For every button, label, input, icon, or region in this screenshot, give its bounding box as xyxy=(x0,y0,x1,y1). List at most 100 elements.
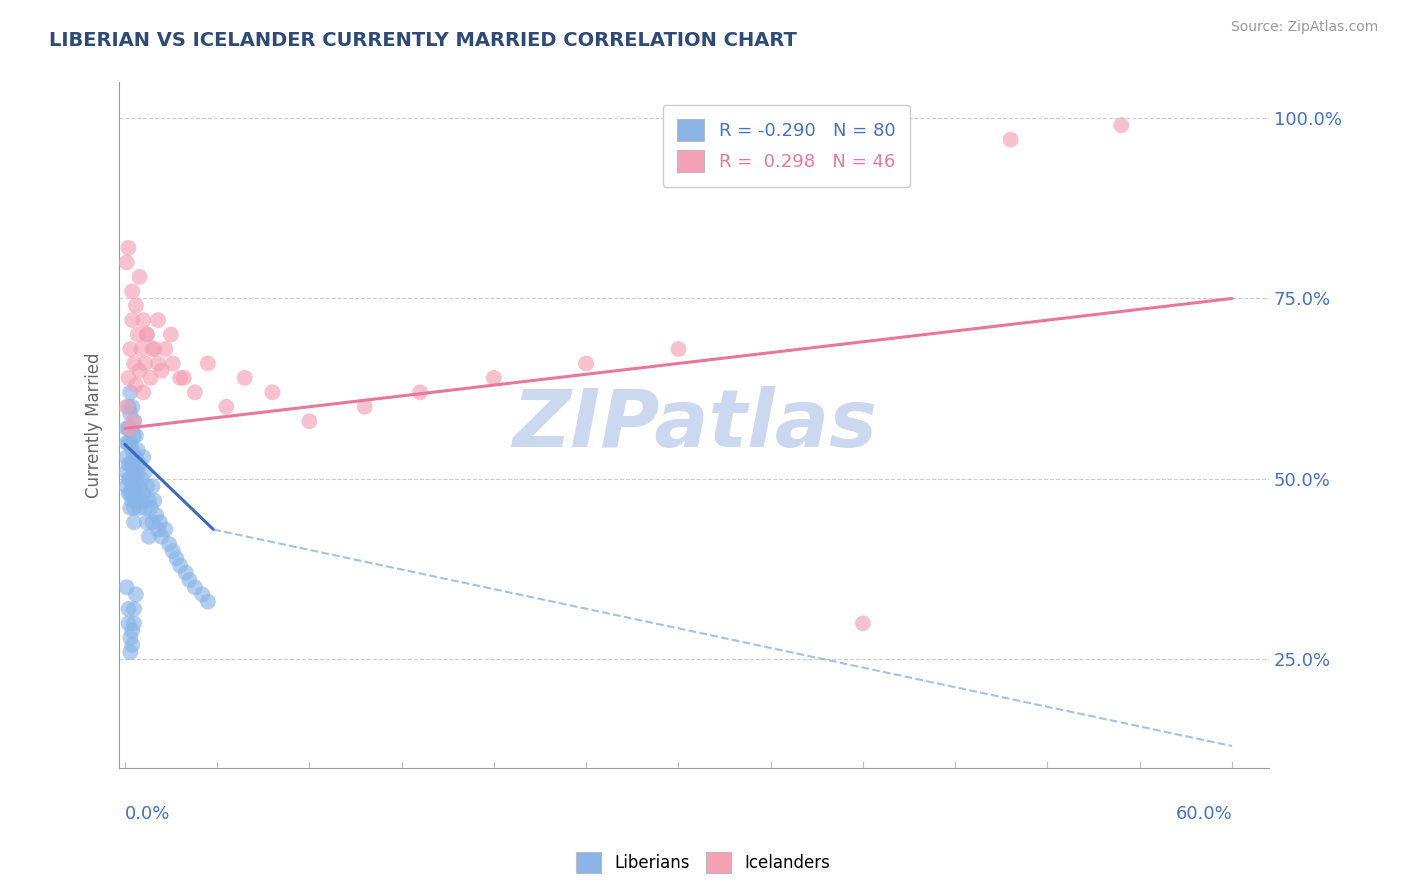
Point xyxy=(160,327,183,342)
Point xyxy=(143,493,166,508)
Point xyxy=(668,342,690,356)
Point xyxy=(121,624,143,638)
Point xyxy=(122,450,145,465)
Point xyxy=(127,465,149,479)
Point xyxy=(136,327,159,342)
Point xyxy=(409,385,432,400)
Point xyxy=(134,500,156,515)
Point xyxy=(136,327,159,342)
Point xyxy=(173,371,195,385)
Point xyxy=(162,356,184,370)
Point xyxy=(127,443,149,458)
Point xyxy=(115,450,138,465)
Point xyxy=(127,327,149,342)
Point xyxy=(184,580,207,594)
Point xyxy=(115,580,138,594)
Point xyxy=(136,515,159,529)
Text: LIBERIAN VS ICELANDER CURRENTLY MARRIED CORRELATION CHART: LIBERIAN VS ICELANDER CURRENTLY MARRIED … xyxy=(49,31,797,50)
Point xyxy=(122,616,145,631)
Point xyxy=(120,421,142,435)
Point xyxy=(162,544,184,558)
Point xyxy=(131,472,153,486)
Point xyxy=(128,364,150,378)
Point xyxy=(131,493,153,508)
Point xyxy=(184,385,207,400)
Point xyxy=(125,493,148,508)
Point xyxy=(197,356,219,370)
Point xyxy=(1000,133,1022,147)
Point xyxy=(115,479,138,493)
Text: Source: ZipAtlas.com: Source: ZipAtlas.com xyxy=(1230,20,1378,34)
Point xyxy=(122,486,145,500)
Point xyxy=(120,645,142,659)
Point xyxy=(145,508,167,522)
Text: 0.0%: 0.0% xyxy=(125,805,170,823)
Point xyxy=(134,465,156,479)
Point xyxy=(115,465,138,479)
Point xyxy=(120,486,142,500)
Point xyxy=(117,435,139,450)
Point xyxy=(134,356,156,370)
Point xyxy=(179,573,201,587)
Point xyxy=(143,342,166,356)
Point xyxy=(115,400,138,414)
Point xyxy=(117,602,139,616)
Point xyxy=(155,342,177,356)
Point xyxy=(482,371,505,385)
Legend: R = -0.290   N = 80, R =  0.298   N = 46: R = -0.290 N = 80, R = 0.298 N = 46 xyxy=(662,104,910,186)
Point xyxy=(127,486,149,500)
Point xyxy=(122,602,145,616)
Point xyxy=(120,385,142,400)
Point xyxy=(125,450,148,465)
Point xyxy=(117,371,139,385)
Point xyxy=(120,631,142,645)
Point xyxy=(121,458,143,472)
Point xyxy=(150,530,173,544)
Point xyxy=(157,537,180,551)
Point xyxy=(121,443,143,458)
Point xyxy=(120,421,142,435)
Point xyxy=(141,342,163,356)
Point xyxy=(122,428,145,442)
Point xyxy=(136,479,159,493)
Point xyxy=(174,566,197,580)
Point xyxy=(233,371,256,385)
Point xyxy=(141,515,163,529)
Point xyxy=(150,364,173,378)
Point xyxy=(132,313,155,327)
Point xyxy=(262,385,284,400)
Point xyxy=(298,414,321,428)
Point xyxy=(117,421,139,435)
Point xyxy=(120,342,142,356)
Point xyxy=(138,493,160,508)
Point xyxy=(146,313,169,327)
Point xyxy=(155,523,177,537)
Point xyxy=(117,616,139,631)
Point xyxy=(122,515,145,529)
Legend: Liberians, Icelanders: Liberians, Icelanders xyxy=(569,846,837,880)
Text: 60.0%: 60.0% xyxy=(1175,805,1232,823)
Point xyxy=(169,558,191,573)
Point xyxy=(128,479,150,493)
Point xyxy=(121,400,143,414)
Point xyxy=(122,414,145,428)
Point xyxy=(353,400,375,414)
Point xyxy=(128,500,150,515)
Point xyxy=(120,472,142,486)
Point xyxy=(125,428,148,442)
Point xyxy=(125,587,148,601)
Point xyxy=(131,342,153,356)
Point xyxy=(121,285,143,299)
Point xyxy=(139,500,162,515)
Point xyxy=(117,486,139,500)
Point xyxy=(121,479,143,493)
Point xyxy=(132,486,155,500)
Point xyxy=(122,465,145,479)
Point xyxy=(122,356,145,370)
Point xyxy=(115,435,138,450)
Point xyxy=(122,414,145,428)
Point xyxy=(197,595,219,609)
Point xyxy=(191,587,214,601)
Point xyxy=(120,407,142,421)
Point xyxy=(117,458,139,472)
